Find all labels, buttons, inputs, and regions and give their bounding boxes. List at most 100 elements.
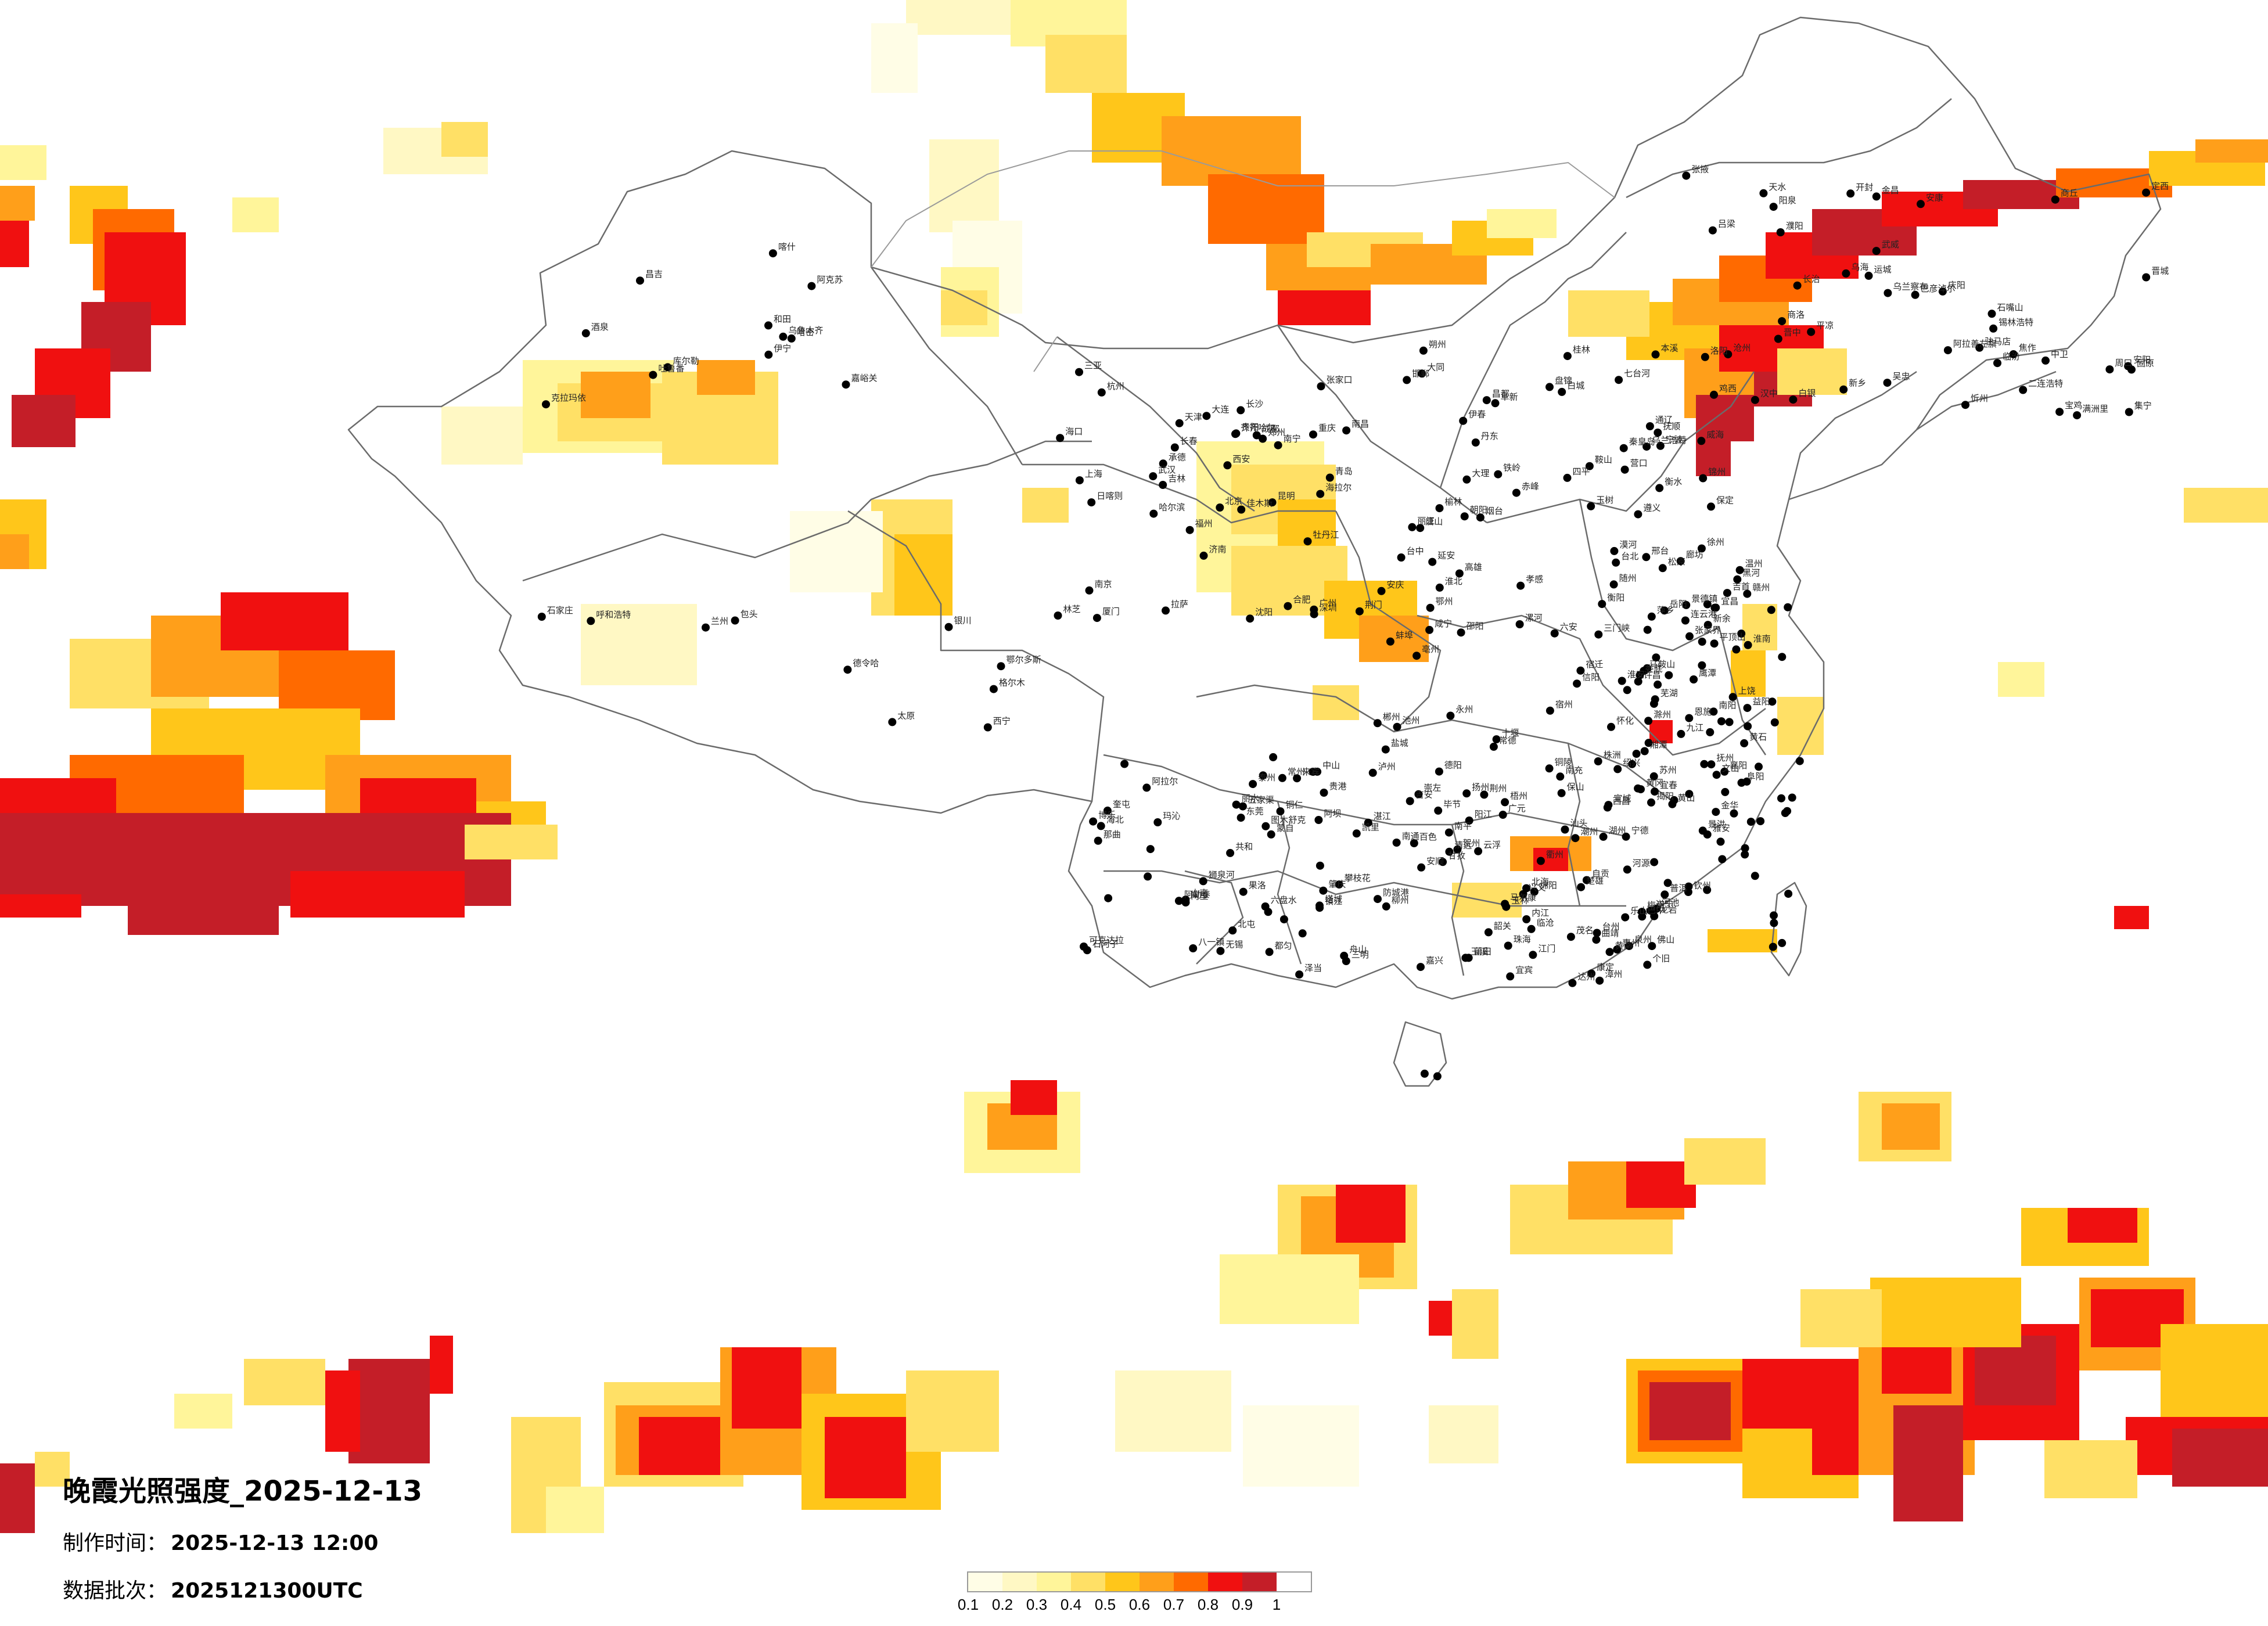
city-label: 中山 — [1322, 760, 1340, 771]
city-dot — [1259, 771, 1267, 780]
city-label: 赣州 — [1752, 582, 1770, 593]
city-label: 南宁 — [1284, 434, 1301, 444]
city-label: 威海 — [1706, 429, 1724, 440]
city-label: 奎屯 — [1113, 799, 1130, 810]
city-dot — [1707, 760, 1716, 769]
legend-swatch — [968, 1573, 1002, 1591]
city-label: 梧州 — [1510, 790, 1527, 801]
city-dot — [1317, 382, 1325, 391]
city-dot — [1712, 771, 1721, 779]
city-dot — [1642, 553, 1651, 562]
city-dot — [1418, 369, 1426, 378]
city-dot — [1075, 476, 1084, 485]
city-dot — [1232, 800, 1241, 809]
city-label: 秦皇岛 — [1629, 437, 1655, 447]
city-dot — [1741, 844, 1749, 852]
city-label: 沈阳 — [1255, 607, 1273, 617]
city-dot — [1085, 586, 1094, 595]
city-label: 拉萨 — [1171, 599, 1188, 609]
legend-tick: 0.6 — [1128, 1596, 1151, 1613]
city-dot — [1730, 809, 1738, 818]
city-dot — [1744, 641, 1752, 649]
city-dot — [1665, 671, 1673, 679]
city-dot — [1592, 936, 1601, 944]
city-label: 淮安 — [1627, 670, 1645, 680]
boundary-lines — [347, 16, 2162, 1087]
city-dot — [1284, 602, 1292, 610]
city-label: 黄南 — [1615, 940, 1633, 951]
city-dot — [2124, 362, 2133, 370]
city-label: 榆林 — [1445, 497, 1462, 507]
city-dot — [1352, 829, 1361, 838]
city-dot — [1170, 443, 1179, 452]
city-dot — [1419, 346, 1428, 355]
city-dot — [1159, 481, 1167, 489]
city-dot — [1613, 765, 1622, 774]
city-label: 库尔勒 — [673, 355, 699, 366]
city-dot — [1660, 606, 1669, 615]
city-label: 青岛 — [1335, 466, 1353, 477]
city-label: 包头 — [741, 609, 758, 620]
city-label: 格尔木 — [999, 678, 1025, 688]
neighbor-boundaries — [871, 150, 1615, 372]
city-dot — [1755, 762, 1763, 771]
city-label: 大连 — [1212, 404, 1229, 415]
city-label: 张掖 — [1691, 164, 1709, 175]
city-label: 湘潭 — [1650, 740, 1667, 750]
city-label: 五家渠 — [1248, 795, 1274, 805]
legend-swatch — [1105, 1573, 1140, 1591]
city-dot — [1189, 944, 1198, 952]
city-dot — [1751, 395, 1759, 404]
city-dot — [1267, 830, 1275, 839]
city-dot — [1777, 794, 1785, 803]
city-dot — [1770, 911, 1778, 920]
city-dot — [1446, 711, 1455, 720]
city-dot — [731, 616, 739, 625]
city-label: 重庆 — [1318, 423, 1336, 433]
city-label: 长治 — [1803, 274, 1820, 285]
city-label: 厦门 — [1102, 606, 1120, 617]
city-dot — [768, 249, 777, 258]
city-label: 许昌 — [1644, 670, 1661, 681]
city-label: 南充 — [1565, 765, 1583, 775]
city-dot — [1793, 281, 1802, 290]
city-label: 丹东 — [1481, 431, 1498, 441]
city-label: 扬州 — [1472, 782, 1489, 792]
city-label: 张家口 — [1327, 375, 1353, 385]
city-dot — [1239, 887, 1248, 896]
city-label: 合肥 — [1293, 595, 1310, 605]
city-label: 上饶 — [1738, 685, 1756, 696]
city-label: 娄底 — [1645, 664, 1663, 674]
city-label: 伊宁 — [774, 343, 791, 354]
city-label: 吉林 — [1168, 473, 1185, 484]
city-dot — [1690, 675, 1698, 684]
city-dot — [1587, 969, 1596, 978]
city-label: 天水 — [1769, 182, 1786, 192]
city-dot — [1293, 774, 1302, 783]
city-dot — [1712, 808, 1720, 816]
city-label: 铜陵 — [1555, 757, 1572, 767]
city-dot — [1319, 886, 1328, 895]
legend-tick: 0.7 — [1163, 1596, 1185, 1613]
city-label: 抚州 — [1716, 753, 1734, 763]
city-label: 乌海 — [1851, 262, 1868, 272]
city-label: 新乡 — [1849, 378, 1866, 388]
legend-swatch — [1071, 1573, 1105, 1591]
city-dot — [1410, 839, 1418, 847]
city-label: 晋中 — [1784, 328, 1801, 338]
city-dot — [1647, 798, 1655, 807]
city-label: 泽当 — [1304, 963, 1322, 973]
city-dot — [1625, 942, 1633, 950]
city-dot — [1397, 553, 1406, 562]
city-label: 德阳 — [1444, 760, 1462, 771]
city-dot — [1685, 714, 1694, 722]
city-dot — [1751, 872, 1759, 880]
city-label: 保山 — [1567, 782, 1584, 792]
data-batch: 数据批次： 2025121300UTC — [63, 1574, 422, 1604]
city-dot — [1732, 645, 1741, 654]
city-dot — [1434, 806, 1443, 815]
city-label: 庆阳 — [1948, 280, 1965, 290]
city-dot — [1778, 317, 1787, 326]
city-dot — [1640, 747, 1649, 756]
city-dot — [1561, 825, 1569, 834]
